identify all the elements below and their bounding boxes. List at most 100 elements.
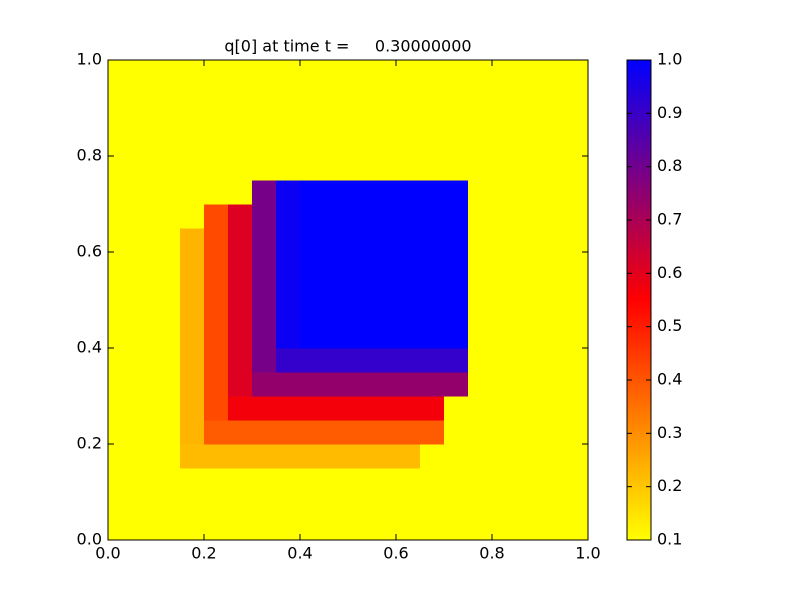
heat-cell — [108, 300, 133, 325]
heat-cell — [372, 84, 397, 109]
heat-cell — [300, 108, 325, 133]
heat-cell — [108, 252, 133, 277]
heat-cell — [348, 372, 373, 397]
heat-cell — [204, 228, 229, 253]
heat-cell — [348, 180, 373, 205]
heat-cell — [444, 156, 469, 181]
heat-cell — [108, 60, 133, 85]
heat-cell — [276, 348, 301, 373]
heat-cell — [420, 396, 445, 421]
heat-cell — [252, 348, 277, 373]
heat-cell — [468, 204, 493, 229]
heat-cell — [300, 324, 325, 349]
heat-cell — [324, 324, 349, 349]
heat-cell — [420, 420, 445, 445]
heat-cell — [348, 348, 373, 373]
heat-cell — [276, 84, 301, 109]
heat-cell — [300, 468, 325, 493]
heat-cell — [372, 132, 397, 157]
heat-cell — [564, 60, 589, 85]
heat-cell — [444, 60, 469, 85]
heat-cell — [204, 468, 229, 493]
heat-cell — [420, 60, 445, 85]
heat-cell — [228, 348, 253, 373]
heat-cell — [300, 156, 325, 181]
heat-cell — [396, 348, 421, 373]
heat-cell — [300, 396, 325, 421]
heat-cell — [180, 324, 205, 349]
heat-cell — [228, 156, 253, 181]
heat-cell — [372, 60, 397, 85]
heat-cell — [444, 84, 469, 109]
heat-cell — [540, 372, 565, 397]
heat-cell — [420, 84, 445, 109]
heat-cell — [252, 324, 277, 349]
heat-cell — [468, 396, 493, 421]
heat-cell — [444, 372, 469, 397]
heat-cell — [276, 156, 301, 181]
heat-cell — [348, 324, 373, 349]
heat-cell — [132, 372, 157, 397]
heat-cell — [420, 276, 445, 301]
heat-cell — [540, 300, 565, 325]
heat-cell — [396, 300, 421, 325]
heat-cell — [492, 420, 517, 445]
heat-cell — [108, 108, 133, 133]
colorbar-tick-label: 0.5 — [657, 316, 682, 335]
heat-cell — [372, 324, 397, 349]
heat-cell — [492, 324, 517, 349]
heat-cell — [108, 132, 133, 157]
y-tick-label: 0.6 — [77, 242, 102, 261]
heat-cell — [396, 84, 421, 109]
heat-cell — [516, 108, 541, 133]
heat-cell — [420, 132, 445, 157]
heat-cell — [396, 516, 421, 541]
heat-cell — [300, 444, 325, 469]
heat-cell — [252, 204, 277, 229]
heat-cell — [276, 180, 301, 205]
heat-cell — [108, 156, 133, 181]
heat-cell — [180, 180, 205, 205]
heat-cell — [252, 420, 277, 445]
heat-cell — [396, 180, 421, 205]
heat-cell — [348, 156, 373, 181]
heat-cell — [276, 276, 301, 301]
heat-cell — [444, 324, 469, 349]
heat-cell — [276, 372, 301, 397]
heat-cell — [108, 516, 133, 541]
heat-cell — [348, 204, 373, 229]
heat-cell — [516, 444, 541, 469]
heat-cell — [468, 108, 493, 133]
heat-cell — [540, 348, 565, 373]
heat-cell — [444, 204, 469, 229]
heat-cell — [180, 60, 205, 85]
heat-cell — [228, 396, 253, 421]
heat-cell — [156, 348, 181, 373]
heat-cell — [132, 228, 157, 253]
heat-cell — [204, 300, 229, 325]
heat-cell — [468, 84, 493, 109]
heat-cell — [420, 372, 445, 397]
heat-cell — [228, 252, 253, 277]
heat-cell — [108, 348, 133, 373]
heat-cell — [564, 420, 589, 445]
heat-cell — [468, 492, 493, 517]
heat-cell — [300, 372, 325, 397]
heat-cell — [372, 228, 397, 253]
heat-cell — [180, 252, 205, 277]
heat-cell — [156, 108, 181, 133]
heat-cell — [204, 348, 229, 373]
heat-cell — [276, 228, 301, 253]
heat-cell — [420, 492, 445, 517]
heat-cell — [516, 204, 541, 229]
heat-cell — [348, 300, 373, 325]
heat-cell — [132, 492, 157, 517]
heat-cell — [300, 228, 325, 253]
heat-cell — [300, 252, 325, 277]
heat-cell — [228, 228, 253, 253]
heat-cell — [468, 420, 493, 445]
heat-cell — [420, 180, 445, 205]
heat-cell — [276, 300, 301, 325]
heat-cell — [540, 324, 565, 349]
